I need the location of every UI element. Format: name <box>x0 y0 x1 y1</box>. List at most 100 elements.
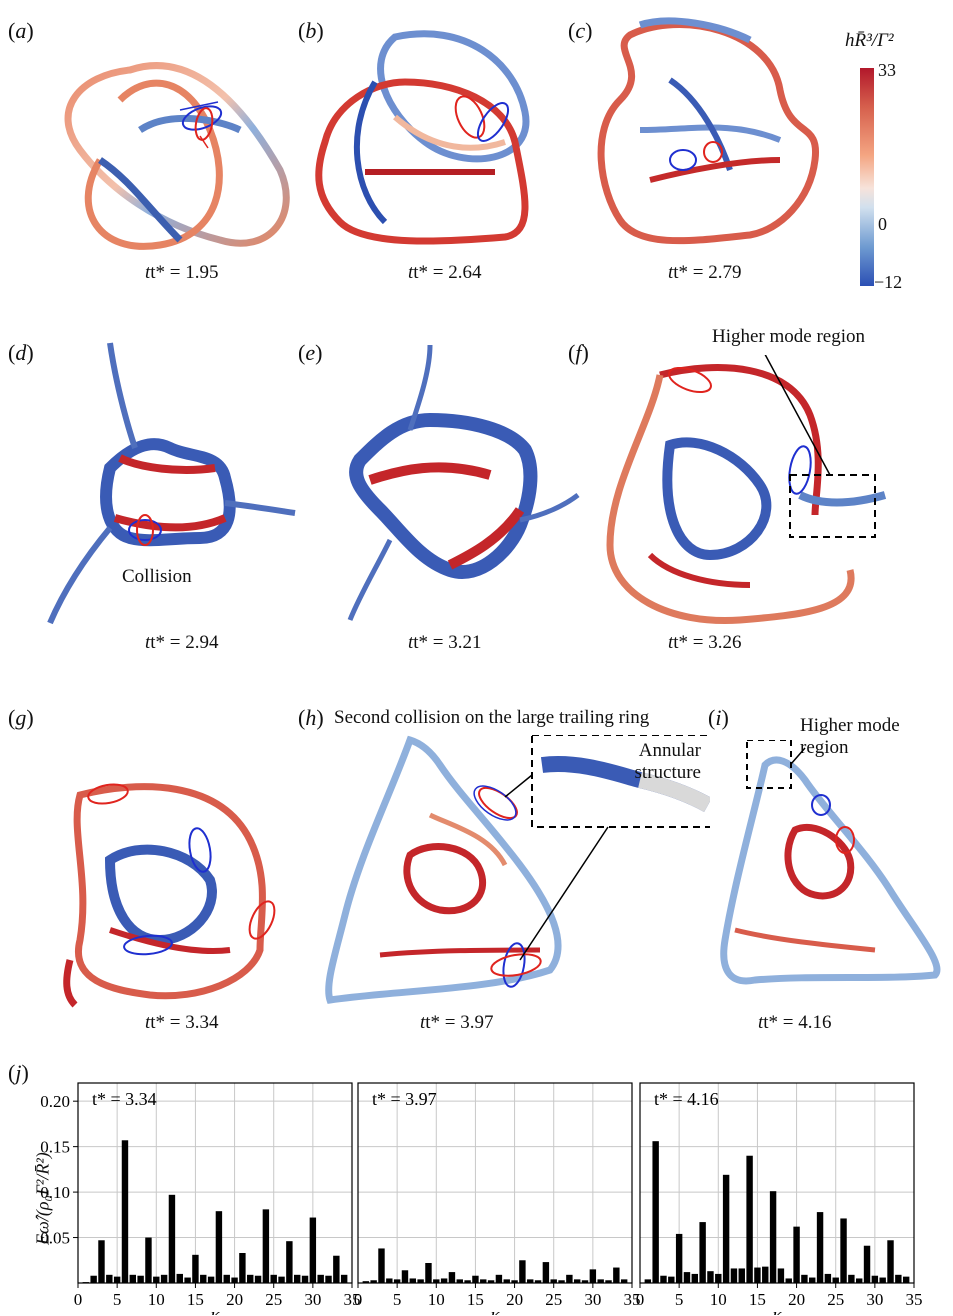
chart-1-bar <box>534 1280 542 1283</box>
chart-1-bar <box>487 1280 495 1283</box>
chart-2-title: t* = 4.16 <box>654 1089 719 1109</box>
chart-1-bar <box>464 1280 471 1283</box>
vortex-knot-e <box>347 344 580 621</box>
chart-1-bar <box>425 1263 432 1283</box>
chart-1-bar <box>448 1272 456 1283</box>
chart-2-xtick-label: 35 <box>906 1290 923 1309</box>
chart-2-bar <box>887 1240 894 1283</box>
chart-0-bar <box>325 1275 332 1283</box>
chart-0-bar <box>317 1274 324 1283</box>
chart-0-bar <box>262 1209 270 1283</box>
chart-0-bar <box>129 1274 137 1283</box>
colorbar-mid: 0 <box>878 214 887 234</box>
chart-2-xtick-label: 25 <box>827 1290 844 1309</box>
chart-2-bar <box>848 1274 855 1283</box>
chart-0-bar <box>286 1241 293 1283</box>
chart-2-bar <box>871 1275 879 1283</box>
chart-2-xtick-label: 5 <box>675 1290 684 1309</box>
chart-2-bar <box>769 1191 777 1283</box>
chart-0-bar <box>340 1274 348 1283</box>
chart-1-bar <box>433 1279 440 1283</box>
chart-0-bar <box>333 1255 340 1283</box>
chart-0-bar <box>113 1276 121 1283</box>
chart-0-bar <box>184 1277 191 1283</box>
panel-label-d: (d) <box>8 340 34 365</box>
chart-0-bar <box>270 1274 277 1283</box>
chart-2-bar <box>801 1274 808 1283</box>
panel-label-g: (g) <box>8 705 34 730</box>
chart-0-bar <box>121 1140 129 1283</box>
chart-1-bar <box>527 1279 534 1283</box>
chart-0-bar <box>278 1276 285 1283</box>
panel-label-b: (b) <box>298 18 324 43</box>
chart-0-xtick-label: 10 <box>148 1290 165 1309</box>
chart-1-bar <box>589 1269 597 1283</box>
chart-0-bar <box>200 1274 207 1283</box>
chart-2-xtick-label: 10 <box>710 1290 727 1309</box>
chart-0-bar <box>145 1237 152 1283</box>
chart-2-bar <box>691 1273 699 1283</box>
chart-2-bar <box>738 1268 745 1283</box>
annotation-annular-structure: Annular structure <box>634 740 701 783</box>
vortex-knot-a <box>64 62 290 250</box>
chart-1-bar <box>456 1279 463 1283</box>
chart-2-xtick-label: 15 <box>749 1290 766 1309</box>
chart-0-xtick-label: 5 <box>113 1290 122 1309</box>
chart-1-bar <box>620 1279 628 1283</box>
chart-0-bar <box>106 1274 113 1283</box>
chart-2-bar <box>715 1273 722 1283</box>
chart-0-bar <box>231 1277 238 1283</box>
panel-label-f: (f) <box>568 340 589 365</box>
chart-1-bar <box>542 1262 550 1283</box>
chart-0-xtick-label: 30 <box>304 1290 321 1309</box>
chart-1-bar <box>503 1279 510 1283</box>
chart-1-bar <box>417 1279 424 1283</box>
chart-1-frame <box>357 1082 633 1284</box>
chart-1-bar <box>378 1248 385 1283</box>
chart-2-bar <box>707 1271 714 1283</box>
chart-0-frame <box>77 1082 353 1284</box>
chart-2-bar <box>660 1275 667 1283</box>
spectra-charts: 0 5 10 15 20 25 30 35 κ t* = 3.34 0 5 10 15 20 25 30 35 κ t… <box>40 1082 923 1315</box>
chart-0-xtick-label: 20 <box>226 1290 243 1309</box>
chart-1-xtick-label: 30 <box>584 1290 601 1309</box>
chart-2-bar <box>895 1274 902 1283</box>
chart-2-bar <box>793 1226 800 1283</box>
colorbar <box>860 68 874 286</box>
time-label-f: tt* = 3.26 <box>668 632 742 653</box>
vortex-knot-d <box>47 342 296 625</box>
chart-1-bar <box>370 1280 377 1283</box>
vortex-knot-i <box>720 740 941 985</box>
chart-0-xlabel: κ <box>210 1305 220 1315</box>
panel-label-j: (j) <box>8 1060 29 1085</box>
chart-1-bar <box>393 1279 401 1283</box>
chart-2-bar <box>652 1141 659 1283</box>
panel-label-e: (e) <box>298 340 323 365</box>
chart-0-xtick-label: 35 <box>344 1290 361 1309</box>
chart-1-bar <box>495 1274 503 1283</box>
time-label-a: tt* = 1.95 <box>145 262 219 283</box>
time-label-g: tt* = 3.34 <box>145 1012 219 1033</box>
chart-1-bar <box>401 1270 409 1283</box>
chart-2-frame <box>639 1082 915 1284</box>
chart-1-area <box>358 1083 632 1283</box>
chart-1-xtick-label: 15 <box>467 1290 484 1309</box>
chart-0-ytick-label: 0.05 <box>40 1229 70 1248</box>
chart-2-bar <box>809 1277 816 1283</box>
chart-1-xtick-label: 5 <box>393 1290 402 1309</box>
chart-2-bar <box>762 1266 769 1283</box>
chart-0-bar <box>160 1274 168 1283</box>
chart-0-bar <box>293 1274 301 1283</box>
chart-0-bar <box>137 1275 144 1283</box>
chart-1-bar <box>566 1274 573 1283</box>
chart-0-ytick-label: 0.10 <box>40 1183 70 1202</box>
chart-0-bar <box>301 1275 309 1283</box>
time-label-b: tt* = 2.64 <box>408 262 482 283</box>
colorbar-min: −12 <box>874 272 903 292</box>
chart-0-bar <box>309 1217 317 1283</box>
chart-1-bar <box>386 1278 393 1283</box>
chart-1-bar <box>409 1278 417 1283</box>
chart-2-xtick-label: 0 <box>636 1290 645 1309</box>
panel-label-c: (c) <box>568 18 593 43</box>
chart-1-xtick-label: 25 <box>545 1290 562 1309</box>
